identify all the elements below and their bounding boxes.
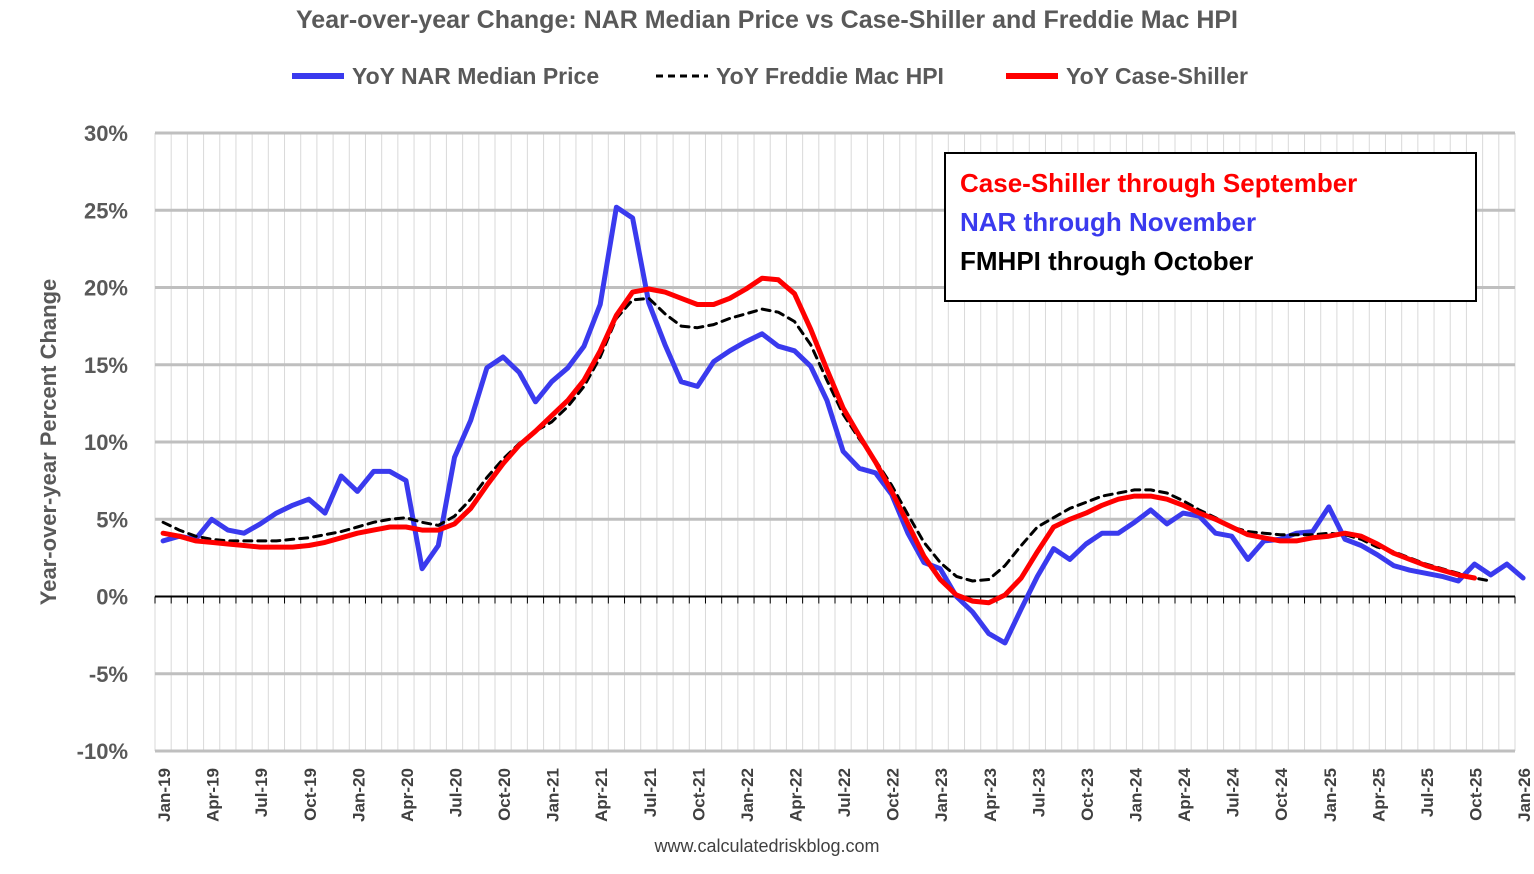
x-tick-label: Jan-19	[155, 768, 174, 822]
x-tick-label: Apr-19	[204, 768, 223, 822]
legend-item-freddie: YoY Freddie Mac HPI	[656, 60, 944, 92]
annotation-fmhpi: FMHPI through October	[960, 246, 1254, 276]
x-tick-label: Oct-25	[1467, 768, 1486, 821]
y-tick-label: 20%	[84, 276, 128, 301]
y-tick-label: 15%	[84, 353, 128, 378]
legend-swatch-caseshiller	[1006, 73, 1058, 79]
legend-item-caseshiller: YoY Case-Shiller	[1006, 60, 1248, 92]
y-tick-label: 10%	[84, 430, 128, 455]
x-tick-label: Jan-26	[1515, 768, 1534, 822]
x-tick-label: Oct-24	[1272, 767, 1291, 820]
x-tick-label: Oct-23	[1078, 768, 1097, 821]
legend-label-caseshiller: YoY Case-Shiller	[1066, 62, 1248, 89]
x-tick-label: Jul-19	[252, 768, 271, 817]
y-tick-label: 0%	[96, 585, 128, 610]
x-tick-label: Apr-22	[787, 768, 806, 822]
chart-title: Year-over-year Change: NAR Median Price …	[296, 6, 1238, 34]
x-tick-label: Apr-21	[592, 768, 611, 822]
legend-swatch-nar	[292, 73, 344, 79]
x-tick-label: Jul-23	[1029, 768, 1048, 817]
x-tick-label: Apr-25	[1369, 768, 1388, 822]
x-tick-label: Jan-20	[349, 768, 368, 822]
y-tick-label: 30%	[84, 121, 128, 146]
y-tick-label: -10%	[77, 739, 128, 764]
x-tick-label: Oct-22	[884, 768, 903, 821]
series-line-freddie	[161, 296, 1493, 583]
annotation-nar: NAR through November	[960, 207, 1257, 237]
x-tick-label: Jan-25	[1321, 768, 1340, 822]
series-line-caseshiller	[160, 275, 1477, 606]
legend-item-nar: YoY NAR Median Price	[292, 60, 599, 92]
x-tick-label: Oct-21	[689, 768, 708, 821]
x-tick-label: Jul-21	[641, 768, 660, 817]
x-tick-label: Oct-20	[495, 768, 514, 821]
legend-swatch-freddie	[656, 74, 708, 78]
x-tick-label: Oct-19	[301, 768, 320, 821]
y-tick-label: -5%	[89, 662, 128, 687]
source-url: www.calculatedriskblog.com	[654, 836, 880, 856]
legend-label-nar: YoY NAR Median Price	[352, 62, 600, 89]
x-tick-label: Apr-23	[981, 768, 1000, 822]
x-tick-label: Apr-20	[398, 768, 417, 822]
x-tick-label: Jan-23	[932, 768, 951, 822]
x-tick-label: Apr-24	[1175, 767, 1194, 821]
y-tick-label: 5%	[96, 507, 128, 532]
legend-label-freddie: YoY Freddie Mac HPI	[716, 62, 944, 89]
y-tick-label: 25%	[84, 198, 128, 223]
y-axis-title: Year-over-year Percent Change	[36, 279, 61, 606]
x-tick-label: Jul-24	[1224, 767, 1243, 817]
annotation-box: Case-Shiller through September NAR throu…	[944, 152, 1477, 302]
x-tick-label: Jan-22	[738, 768, 757, 822]
annotation-caseshiller: Case-Shiller through September	[960, 168, 1358, 198]
x-tick-label: Jul-20	[447, 768, 466, 817]
x-tick-label: Jan-21	[544, 768, 563, 822]
x-tick-label: Jan-24	[1127, 767, 1146, 821]
x-tick-label: Jul-22	[835, 768, 854, 817]
x-tick-label: Jul-25	[1418, 768, 1437, 817]
